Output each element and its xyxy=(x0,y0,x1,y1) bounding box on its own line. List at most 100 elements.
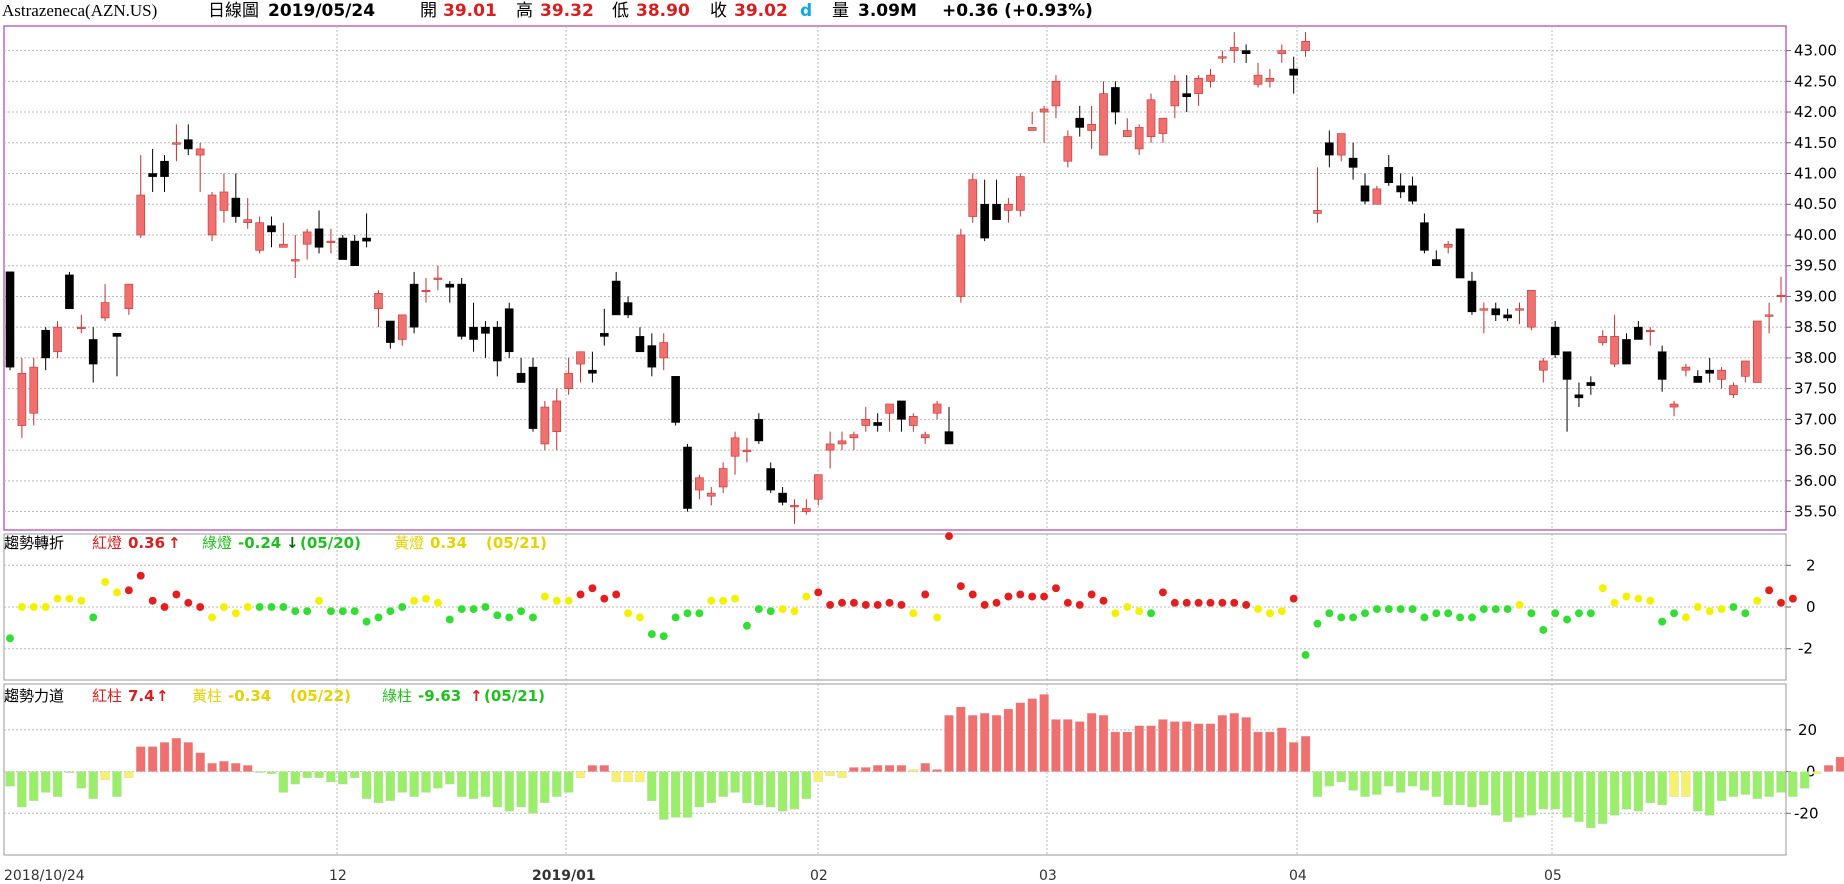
trend-strength-bar xyxy=(314,771,324,778)
candle-body xyxy=(1004,203,1013,211)
trend-pivot-dot xyxy=(1562,615,1572,624)
trend-pivot-dot xyxy=(231,608,241,618)
candle-body xyxy=(837,440,847,445)
trend-pivot-dot xyxy=(1598,583,1608,593)
trend-pivot-dot xyxy=(1360,608,1370,618)
price-panel-frame xyxy=(3,25,1787,531)
candle-body xyxy=(909,415,918,426)
candle-body xyxy=(516,372,526,383)
candle-body xyxy=(160,160,169,177)
x-tick-label: 2019/01 xyxy=(532,868,596,884)
trend-pivot-dot xyxy=(1752,596,1762,606)
trend-pivot-dot xyxy=(1455,612,1465,622)
date-value: 2019/05/24 xyxy=(268,1,376,21)
trend-pivot-dot xyxy=(219,602,229,612)
trend-strength-bar xyxy=(17,771,27,808)
trend-pivot-dot xyxy=(457,604,467,614)
trend-strength-bar xyxy=(944,715,954,772)
candle-body xyxy=(778,492,787,503)
trend-strength-bar xyxy=(52,771,63,797)
candle-body xyxy=(1134,127,1144,150)
trend-pivot-dot xyxy=(992,598,1001,608)
candle-body xyxy=(1562,351,1572,380)
trend-strength-title: 趨勢力道 xyxy=(4,687,65,705)
trend-strength-bar xyxy=(1193,723,1204,772)
trend-strength-bar xyxy=(124,771,134,778)
candle-body xyxy=(172,142,181,145)
trend-strength-bar xyxy=(136,746,146,772)
trend-strength-bar xyxy=(159,742,170,772)
red-light-label: 紅燈 xyxy=(92,534,123,552)
trend-strength-bar xyxy=(1205,723,1216,772)
strength-tick-label: 20 xyxy=(1798,721,1817,739)
trend-pivot-dot xyxy=(433,598,443,608)
trend-strength-bar xyxy=(147,746,158,772)
trend-strength-bar xyxy=(611,771,621,783)
candle-body xyxy=(504,308,514,353)
trend-strength-bar xyxy=(1122,731,1132,772)
trend-strength-bar xyxy=(754,771,764,806)
trend-pivot-dot xyxy=(302,606,312,616)
trend-strength-bar xyxy=(1098,715,1109,772)
trend-strength-bar xyxy=(76,771,86,789)
trend-strength-bar xyxy=(290,771,300,785)
x-tick-label: 2018/10/24 xyxy=(4,868,85,884)
trend-strength-bar xyxy=(1621,771,1632,810)
trend-pivot-dot xyxy=(362,617,372,627)
trend-pivot-dot xyxy=(445,615,455,624)
close-value: 39.02 xyxy=(734,1,788,21)
trend-strength-bar xyxy=(968,715,978,772)
candle-body xyxy=(897,400,906,420)
candle-body xyxy=(659,342,669,359)
trend-pivot-dot xyxy=(255,602,265,612)
trend-strength-bar xyxy=(801,771,812,799)
trend-strength-bar xyxy=(361,771,372,799)
trend-strength-bar xyxy=(956,706,966,772)
candle-body xyxy=(1122,130,1132,137)
trend-strength-bar xyxy=(1289,742,1299,772)
green-light-label: 綠燈 xyxy=(202,534,233,552)
candle-body xyxy=(1301,41,1310,51)
trend-strength-bar xyxy=(599,765,609,772)
trend-pivot-dot xyxy=(611,590,621,599)
trend-strength-bar xyxy=(1015,702,1025,772)
candle-body xyxy=(1218,56,1227,59)
candle-body xyxy=(1669,403,1679,408)
y-tick-label: 36.50 xyxy=(1794,441,1837,459)
trend-strength-bar xyxy=(338,771,348,785)
trend-strength-bar xyxy=(373,771,384,804)
candle-body xyxy=(100,302,110,319)
trend-pivot-dot xyxy=(1467,612,1477,622)
yellow-bar-label: 黃柱 xyxy=(192,687,223,705)
green-bar-value: -9.63 xyxy=(418,687,462,705)
trend-pivot-dot xyxy=(623,608,633,618)
y-tick-label: 41.50 xyxy=(1794,134,1837,152)
candle-body xyxy=(469,326,478,340)
trend-pivot-dot xyxy=(278,602,288,612)
candle-body xyxy=(302,231,312,245)
trend-strength-bar xyxy=(670,771,681,818)
candle-body xyxy=(552,400,562,432)
trend-strength-bar xyxy=(1003,708,1014,772)
candle-body xyxy=(1741,360,1750,377)
trend-pivot-dot xyxy=(1396,604,1406,614)
trend-pivot-dot xyxy=(873,600,883,610)
candle-body xyxy=(1479,308,1489,311)
trend-strength-bar xyxy=(1693,771,1703,812)
trend-pivot-dot xyxy=(1503,604,1513,614)
red-light-arrow-icon: ↑ xyxy=(168,534,181,552)
candle-body xyxy=(1432,259,1441,267)
candle-body xyxy=(231,197,241,217)
trend-pivot-dot xyxy=(1610,598,1620,608)
trend-strength-bar xyxy=(1217,715,1228,772)
candle-body xyxy=(77,326,86,329)
trend-strength-bar xyxy=(979,713,990,772)
trend-pivot-dot xyxy=(1431,608,1441,618)
trend-pivot-dot xyxy=(1681,612,1691,622)
trend-strength-bar xyxy=(492,771,502,808)
trend-pivot-dot xyxy=(896,600,906,610)
yellow-light-label: 黃燈 xyxy=(394,534,425,552)
trend-strength-bar xyxy=(908,769,918,772)
candle-body xyxy=(1063,136,1073,162)
